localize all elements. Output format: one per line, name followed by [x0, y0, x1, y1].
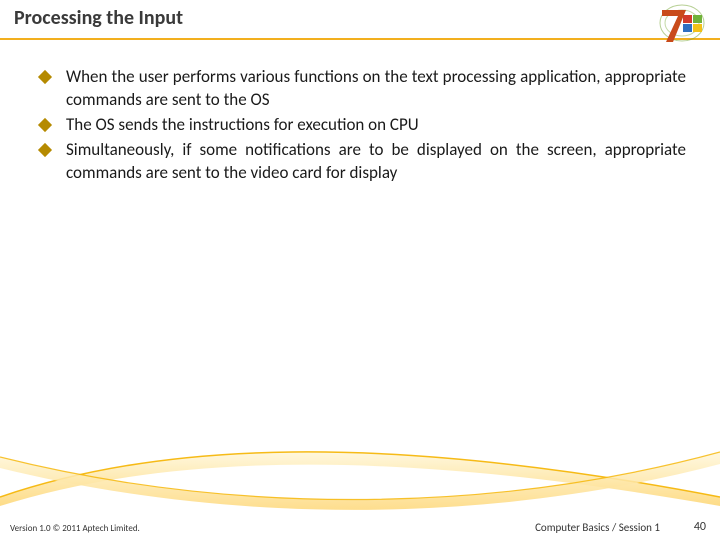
- bullet-item: Simultaneously, if some notifications ar…: [40, 139, 686, 185]
- bullet-item: The OS sends the instructions for execut…: [40, 114, 686, 137]
- content-area: When the user performs various functions…: [0, 40, 720, 185]
- diamond-bullet-icon: [38, 118, 52, 132]
- diamond-bullet-icon: [38, 70, 52, 84]
- bullet-item: When the user performs various functions…: [40, 66, 686, 112]
- logo-icon: [656, 2, 708, 44]
- bullet-text: The OS sends the instructions for execut…: [66, 114, 686, 137]
- slide-title: Processing the Input: [14, 6, 706, 30]
- bullet-list: When the user performs various functions…: [40, 66, 686, 185]
- footer-course: Computer Basics / Session 1: [535, 521, 660, 534]
- bullet-text: Simultaneously, if some notifications ar…: [66, 139, 686, 185]
- footer: Version 1.0 © 2011 Aptech Limited. Compu…: [0, 518, 720, 536]
- footer-page-number: 40: [694, 520, 706, 534]
- footer-version: Version 1.0 © 2011 Aptech Limited.: [10, 523, 140, 534]
- decorative-swoosh: [0, 402, 720, 522]
- slide-header: Processing the Input: [0, 0, 720, 40]
- diamond-bullet-icon: [38, 143, 52, 157]
- bullet-text: When the user performs various functions…: [66, 66, 686, 112]
- slide: Processing the Input When the user perfo…: [0, 0, 720, 540]
